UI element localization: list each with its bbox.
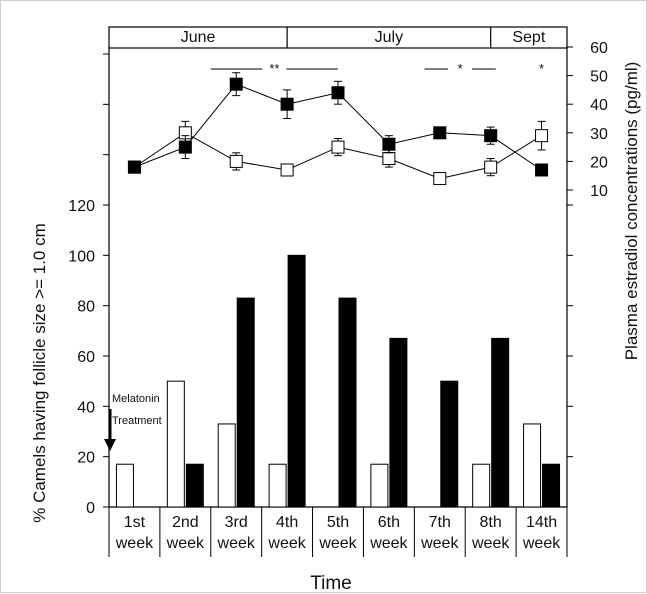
month-label: June xyxy=(181,29,216,46)
y-tick-label: 40 xyxy=(77,399,95,416)
x-tick-label: week xyxy=(522,535,561,552)
y-tick-label: 20 xyxy=(77,450,95,467)
bar-filled xyxy=(542,463,561,508)
x-tick-label: week xyxy=(471,535,510,552)
marker-open-square xyxy=(535,129,549,143)
y-tick-label: 0 xyxy=(86,500,95,517)
bar-open xyxy=(115,463,134,508)
month-label: Sept xyxy=(512,29,545,46)
marker-open-square xyxy=(484,160,498,174)
x-tick-label: 3rd xyxy=(225,514,248,531)
x-tick-label: 2nd xyxy=(172,514,199,531)
significance-marker: * xyxy=(539,61,544,76)
bar-filled xyxy=(440,380,459,508)
bar-filled xyxy=(236,297,255,508)
marker-filled-square xyxy=(127,160,141,174)
x-tick-label: week xyxy=(166,535,205,552)
x-tick-label: week xyxy=(318,535,357,552)
bar-open xyxy=(268,463,287,508)
y-tick-label: 80 xyxy=(77,299,95,316)
bar-open xyxy=(370,463,389,508)
marker-open-square xyxy=(331,140,345,154)
x-tick-label: 1st xyxy=(124,514,146,531)
annotation-label: Melatonin xyxy=(112,393,160,405)
bar-filled xyxy=(185,463,204,508)
x-tick-label: week xyxy=(369,535,408,552)
bar-open xyxy=(472,463,491,508)
y-tick-label: 120 xyxy=(68,198,95,215)
x-tick-label: 7th xyxy=(429,514,451,531)
y2-tick-label: 40 xyxy=(590,97,608,114)
bar-filled xyxy=(491,337,510,508)
bar-open xyxy=(523,423,542,508)
y2-tick-label: 50 xyxy=(590,69,608,86)
y2-tick-label: 60 xyxy=(590,40,608,57)
y2-tick-label: 20 xyxy=(590,154,608,171)
x-tick-label: week xyxy=(420,535,459,552)
x-tick-label: week xyxy=(217,535,256,552)
y-axis-title: % Camels having follicle size >= 1.0 cm xyxy=(30,223,49,523)
marker-open-square xyxy=(433,172,447,186)
bar-open xyxy=(166,380,185,508)
arrow-head-icon xyxy=(104,439,116,451)
marker-open-square xyxy=(382,152,396,166)
y2-tick-label: 10 xyxy=(590,183,608,200)
x-tick-label: 5th xyxy=(327,514,349,531)
y-tick-label: 60 xyxy=(77,349,95,366)
marker-filled-square xyxy=(535,163,549,177)
x-tick-label: 14th xyxy=(526,514,557,531)
marker-filled-square xyxy=(229,77,243,91)
bar-filled xyxy=(389,337,408,508)
x-tick-label: 8th xyxy=(480,514,502,531)
marker-filled-square xyxy=(178,140,192,154)
marker-filled-square xyxy=(382,137,396,151)
bar-filled xyxy=(338,297,357,508)
x-tick-label: 4th xyxy=(276,514,298,531)
x-tick-label: 6th xyxy=(378,514,400,531)
y2-axis-title: Plasma estradiol concentrations (pg/ml) xyxy=(622,62,641,361)
significance-marker: ** xyxy=(269,61,279,76)
month-band xyxy=(108,26,568,49)
bar-filled xyxy=(287,254,306,508)
marker-filled-square xyxy=(484,129,498,143)
marker-filled-square xyxy=(433,126,447,140)
significance-marker: * xyxy=(458,61,463,76)
x-tick-label: week xyxy=(115,535,154,552)
y2-tick-label: 30 xyxy=(590,126,608,143)
marker-filled-square xyxy=(331,86,345,100)
y-tick-label: 100 xyxy=(68,248,95,265)
x-tick-label: week xyxy=(267,535,306,552)
annotation-label: Treatment xyxy=(112,415,162,427)
x-axis-title: Time xyxy=(310,573,352,594)
bar-open xyxy=(217,423,236,508)
marker-open-square xyxy=(280,163,294,177)
marker-filled-square xyxy=(280,97,294,111)
marker-open-square xyxy=(229,154,243,168)
month-label: July xyxy=(375,29,403,46)
